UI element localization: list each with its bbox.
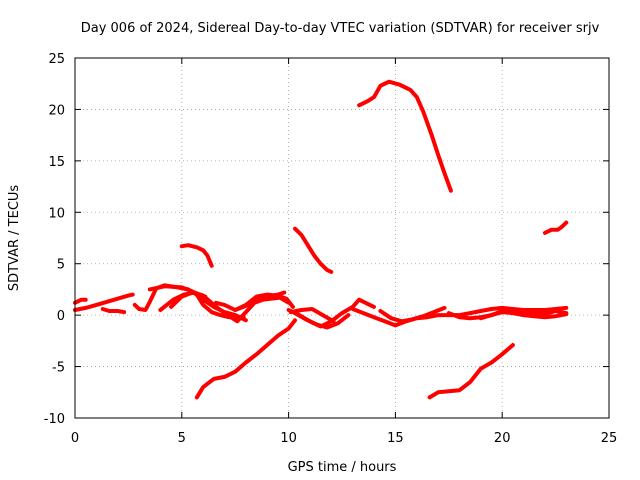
series-line-18 <box>293 226 334 274</box>
x-tick-label: 25 <box>601 431 618 446</box>
y-tick-label: -5 <box>52 361 65 376</box>
y-tick-label: 10 <box>48 206 65 221</box>
y-tick-label: 5 <box>57 258 65 273</box>
series-line-21 <box>194 318 297 400</box>
x-tick-label: 15 <box>387 431 404 446</box>
series-line-17 <box>179 243 214 268</box>
series-line-22 <box>427 343 515 400</box>
x-tick-label: 20 <box>494 431 511 446</box>
x-axis-label: GPS time / hours <box>288 460 397 475</box>
axis-ticks: 0 5 10 15 20 25 -10 -5 0 5 10 15 20 25 <box>44 52 618 446</box>
series-line-7 <box>158 290 208 312</box>
y-tick-label: 0 <box>57 309 65 324</box>
x-tick-label: 10 <box>280 431 297 446</box>
series-line-20 <box>542 220 569 235</box>
series-line-19 <box>357 79 453 193</box>
series-line-9 <box>233 290 287 312</box>
series-line-2 <box>73 297 88 305</box>
series-line-8 <box>214 292 295 312</box>
y-tick-label: 25 <box>48 52 65 67</box>
series-line-5 <box>147 284 248 323</box>
chart-title: Day 006 of 2024, Sidereal Day-to-day VTE… <box>81 21 600 36</box>
series-line-16 <box>478 308 569 321</box>
data-series <box>73 79 569 400</box>
series-line-14 <box>378 305 447 324</box>
series-line-12 <box>293 311 351 330</box>
x-tick-label: 0 <box>71 431 79 446</box>
y-tick-label: 15 <box>48 155 65 170</box>
y-axis-label: SDTVAR / TECUs <box>7 185 22 292</box>
series-line-11 <box>288 307 336 324</box>
series-line-3 <box>100 307 127 315</box>
y-tick-label: 20 <box>48 103 65 118</box>
grid <box>75 58 609 418</box>
series-line-1 <box>73 292 135 312</box>
plot-frame <box>74 57 610 419</box>
series-line-15 <box>446 310 569 321</box>
x-tick-label: 5 <box>178 431 186 446</box>
y-tick-label: -10 <box>44 412 65 427</box>
